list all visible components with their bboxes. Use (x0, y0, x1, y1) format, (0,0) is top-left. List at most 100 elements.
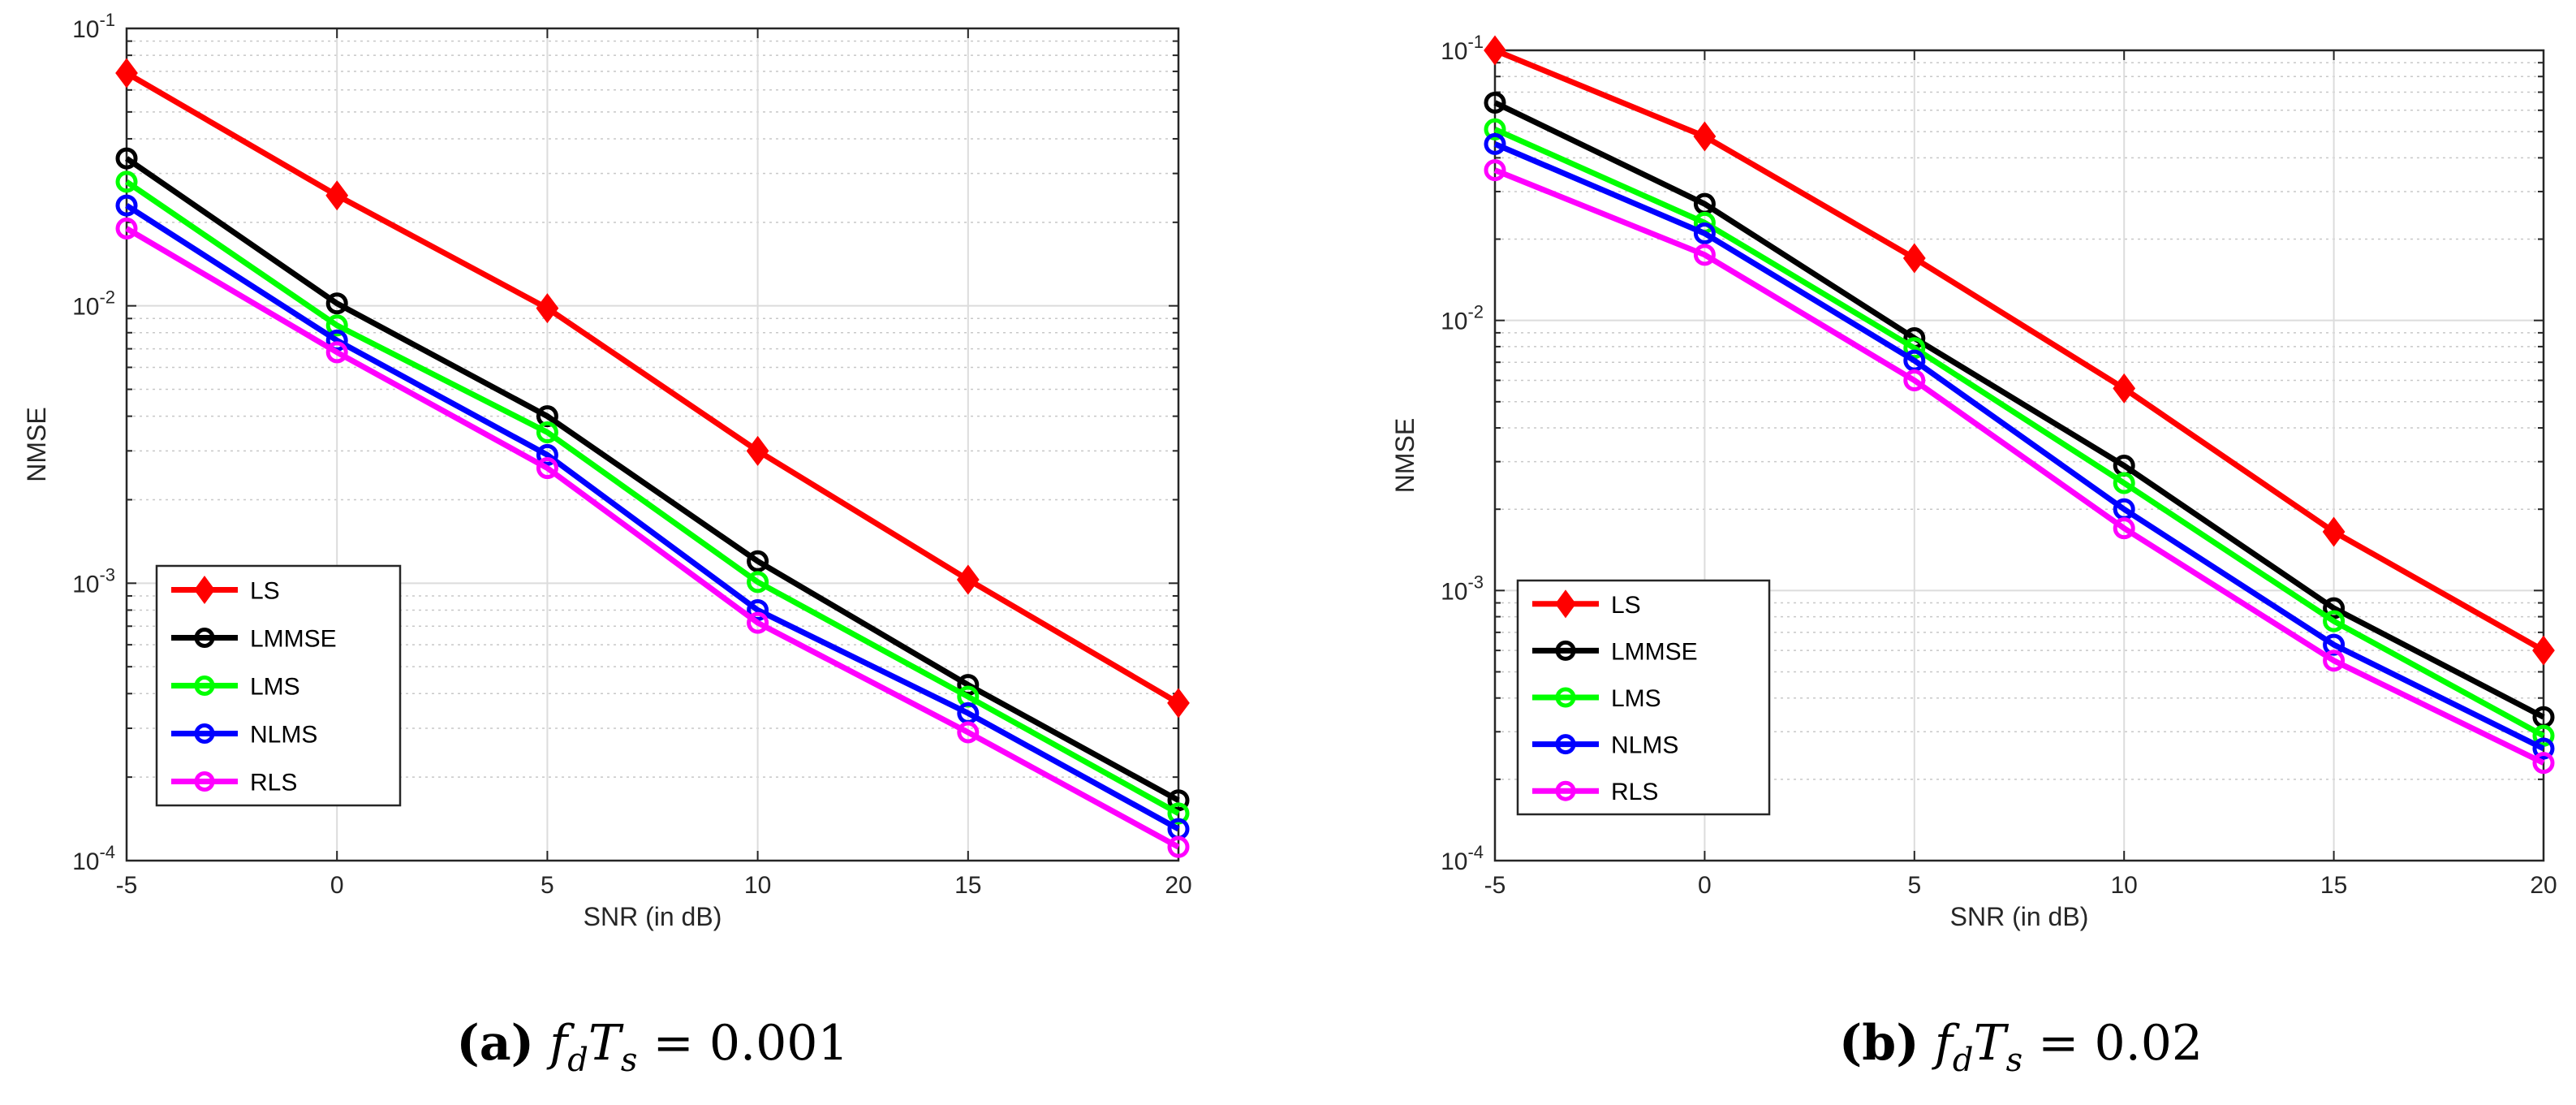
y-tick-exponent: -1 (99, 10, 115, 30)
caption-T: T (588, 1015, 624, 1072)
x-tick-label: 5 (541, 872, 554, 899)
series-nlms (115, 194, 1190, 840)
y-tick-label: 10-3 (72, 564, 115, 598)
data-point-ls (1902, 243, 1926, 274)
series-ls (115, 58, 1190, 719)
legend-item-lms: LMS (1532, 685, 1661, 712)
y-tick-exponent: -3 (99, 564, 115, 585)
x-axis-label: SNR (in dB) (1950, 902, 2089, 931)
caption-sub-d: d (567, 1042, 588, 1079)
data-point-ls (536, 293, 559, 324)
y-tick-exponent: -3 (1467, 572, 1484, 592)
y-tick-exponent: -4 (1467, 842, 1484, 862)
data-point-ls (956, 564, 980, 595)
legend-item-ls: LS (1532, 589, 1641, 619)
data-point-lms (1484, 118, 1506, 140)
x-tick-label: 0 (330, 872, 344, 899)
x-tick-label: 20 (1165, 872, 1191, 899)
legend-marker (194, 723, 215, 744)
y-tick-base: 10 (72, 16, 99, 43)
data-point-lmmse (1167, 789, 1190, 812)
legend-label: LS (1611, 592, 1641, 619)
x-tick-label: -5 (1484, 872, 1506, 899)
data-point-rls (2532, 752, 2555, 775)
caption-label: (a) (456, 1015, 534, 1072)
legend-item-rls: RLS (1532, 779, 1658, 805)
series-line-lmmse (1493, 100, 2545, 720)
data-point-lms (2113, 472, 2135, 494)
data-point-ls (2322, 516, 2346, 547)
data-point-lms (2323, 610, 2346, 632)
y-tick-label: 10-1 (72, 10, 115, 43)
legend-label: LMMSE (1611, 638, 1698, 665)
y-axis-label: NMSE (22, 407, 51, 481)
legend-marker (194, 575, 215, 605)
legend-item-nlms: NLMS (171, 722, 317, 749)
data-point-rls (2323, 650, 2346, 672)
x-tick-label: 5 (1907, 872, 1921, 899)
data-point-lmmse (115, 147, 138, 170)
series-rls (115, 217, 1190, 858)
data-point-lmmse (2323, 597, 2346, 619)
caption-equals: = (637, 1015, 709, 1072)
data-point-lmmse (1484, 91, 1506, 114)
legend-marker (194, 628, 215, 648)
legend-label: NLMS (250, 722, 317, 749)
y-tick-base: 10 (72, 571, 99, 598)
data-point-lms (2532, 724, 2555, 747)
legend-label: LMMSE (250, 626, 337, 653)
legend-marker (1555, 687, 1576, 708)
series-line-ls (1493, 47, 2545, 654)
axes-box (125, 27, 1180, 862)
legend-label: NLMS (1611, 732, 1678, 759)
legend-label: RLS (1611, 779, 1658, 805)
data-point-lms (536, 421, 558, 443)
legend-item-lms: LMS (171, 674, 300, 701)
data-point-lms (747, 571, 769, 594)
legend-marker (1555, 589, 1576, 619)
legend-label: LS (250, 578, 280, 605)
x-tick-label: 10 (2111, 872, 2138, 899)
data-point-lms (1903, 337, 1926, 360)
axes-box (1493, 49, 2545, 862)
y-tick-base: 10 (1441, 38, 1467, 65)
data-point-ls (1167, 688, 1190, 719)
data-point-rls (536, 457, 558, 480)
data-point-ls (2113, 373, 2136, 404)
legend-label: LMS (250, 674, 300, 701)
y-tick-label: 10-4 (72, 842, 115, 875)
y-tick-label: 10-3 (1441, 572, 1484, 605)
figure-caption: (b) fdTs = 0.02 (1839, 1015, 2203, 1079)
y-tick-base: 10 (72, 848, 99, 875)
y-tick-base: 10 (72, 294, 99, 321)
x-axis-label: SNR (in dB) (584, 902, 722, 931)
series-line-lmmse (125, 156, 1180, 803)
caption-T: T (1974, 1015, 2010, 1072)
legend-marker (194, 676, 215, 696)
data-point-rls (1903, 369, 1926, 391)
legend-box (155, 564, 402, 807)
data-point-nlms (115, 194, 138, 217)
series-line-rls (125, 226, 1180, 850)
data-point-nlms (747, 598, 769, 621)
caption-sub-s: s (2006, 1042, 2023, 1079)
data-point-lms (1167, 802, 1190, 825)
data-point-nlms (1484, 132, 1506, 155)
data-point-ls (746, 435, 769, 466)
data-point-lms (115, 170, 138, 193)
y-tick-base: 10 (1441, 848, 1467, 875)
y-tick-label: 10-2 (1441, 302, 1484, 335)
legend-marker (194, 771, 215, 792)
caption-equals: = (2022, 1015, 2094, 1072)
x-tick-label: 15 (2320, 872, 2347, 899)
legend-item-ls: LS (171, 575, 280, 605)
caption-sub-d: d (1953, 1042, 1974, 1079)
caption-label: (b) (1839, 1015, 1919, 1072)
legend-item-rls: RLS (171, 770, 297, 796)
legend-item-nlms: NLMS (1532, 732, 1678, 759)
y-tick-base: 10 (1441, 578, 1467, 605)
data-point-ls (325, 180, 349, 211)
